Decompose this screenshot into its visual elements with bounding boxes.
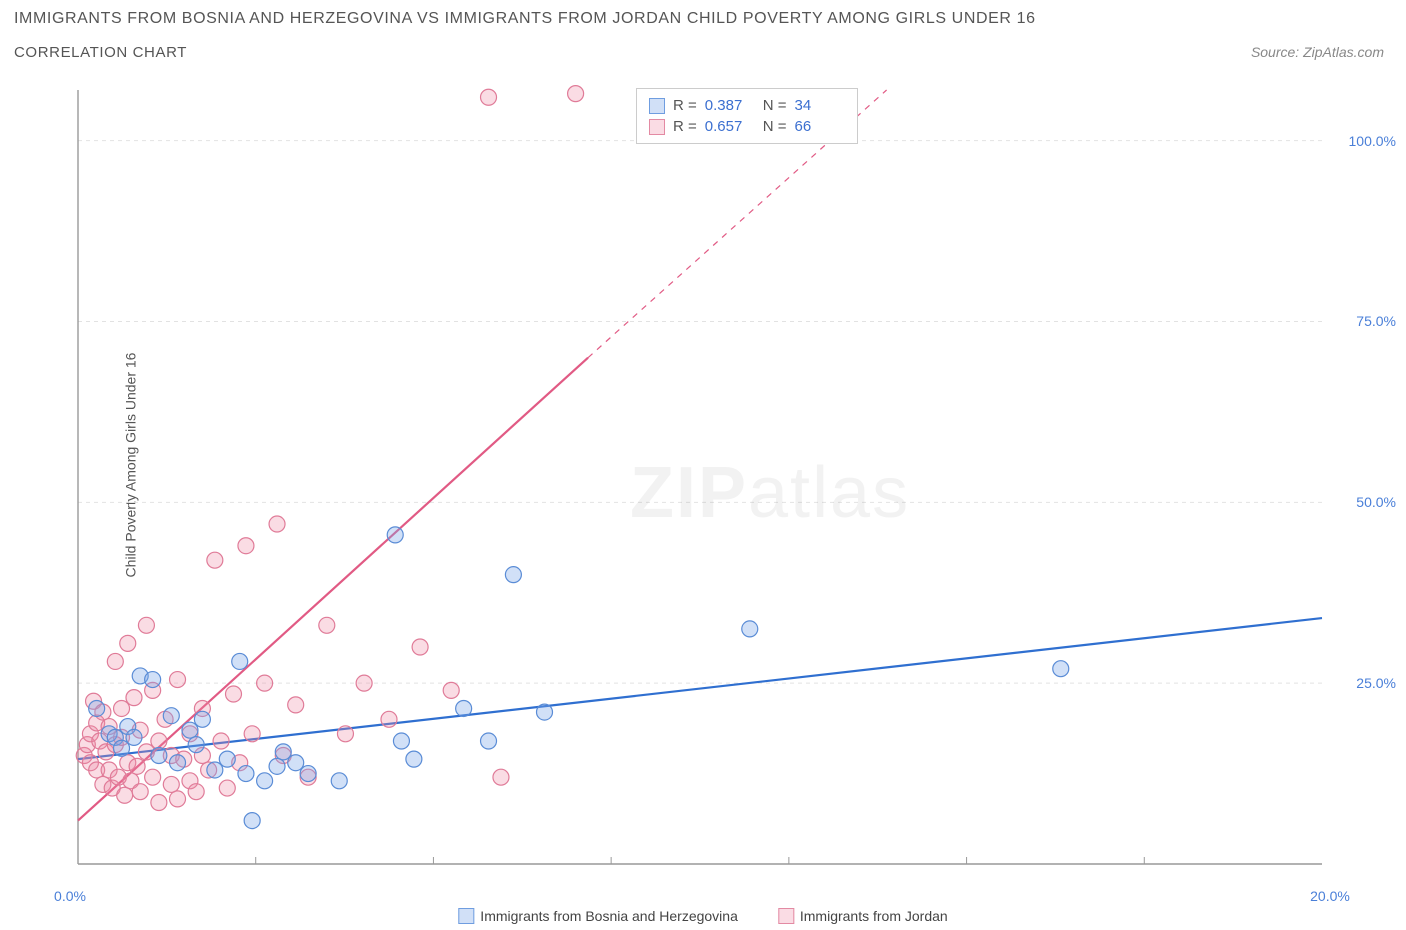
pink-r-value: 0.657 [705,118,755,135]
y-tick-100: 100.0% [1349,133,1396,149]
pink-n-value: 66 [795,118,845,135]
x-tick-1: 20.0% [1310,888,1350,904]
series-legend: Immigrants from Bosnia and Herzegovina I… [458,908,947,924]
legend-label-blue: Immigrants from Bosnia and Herzegovina [480,908,738,924]
scatter-plot-svg [70,82,1330,872]
n-label: N = [763,118,787,135]
n-label: N = [763,97,787,114]
plot-area: ZIPatlas [70,82,1330,872]
source-label: Source: ZipAtlas.com [1251,44,1384,60]
blue-r-value: 0.387 [705,97,755,114]
y-tick-75: 75.0% [1356,313,1396,329]
y-tick-50: 50.0% [1356,494,1396,510]
legend-item-blue: Immigrants from Bosnia and Herzegovina [458,908,738,924]
chart-subtitle: CORRELATION CHART [14,44,187,61]
legend-swatch-pink [649,119,665,135]
x-tick-0: 0.0% [54,888,86,904]
legend-swatch-blue-bottom [458,908,474,924]
chart-title: IMMIGRANTS FROM BOSNIA AND HERZEGOVINA V… [14,10,1036,28]
legend-label-pink: Immigrants from Jordan [800,908,948,924]
legend-row-blue: R = 0.387 N = 34 [649,95,845,116]
r-label: R = [673,97,697,114]
blue-n-value: 34 [795,97,845,114]
legend-item-pink: Immigrants from Jordan [778,908,948,924]
legend-row-pink: R = 0.657 N = 66 [649,116,845,137]
y-tick-25: 25.0% [1356,675,1396,691]
r-label: R = [673,118,697,135]
correlation-legend: R = 0.387 N = 34 R = 0.657 N = 66 [636,88,858,144]
legend-swatch-pink-bottom [778,908,794,924]
legend-swatch-blue [649,98,665,114]
